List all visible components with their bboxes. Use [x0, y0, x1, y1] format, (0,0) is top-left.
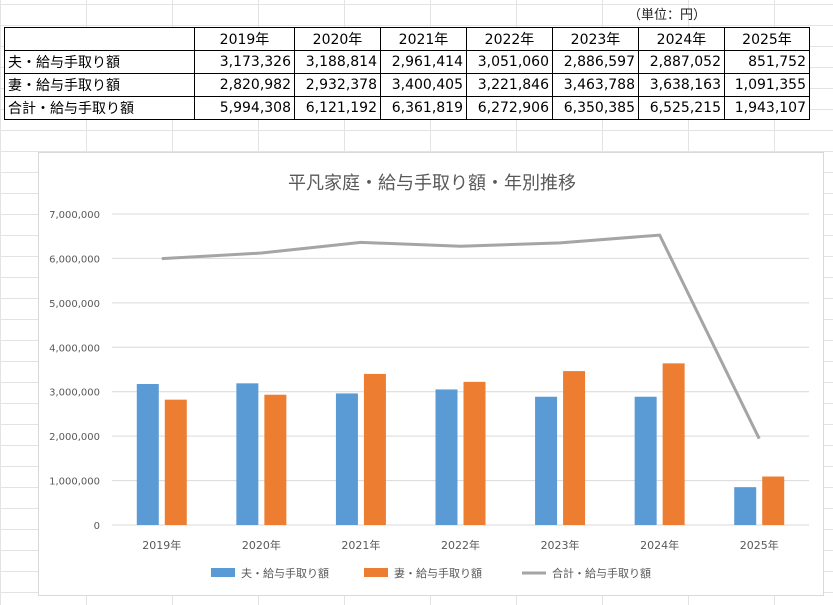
legend-label: 妻・給与手取り額: [394, 566, 482, 580]
chart-title[interactable]: 平凡家庭・給与手取り額・年別推移: [288, 173, 576, 194]
value-cell[interactable]: 2,887,052: [638, 50, 725, 74]
x-tick-label: 2024年: [640, 538, 679, 552]
bar: [236, 383, 259, 525]
series-line: [161, 233, 761, 440]
bar: [164, 399, 187, 525]
value-cell[interactable]: 851,752: [724, 50, 810, 74]
value-cell[interactable]: 3,463,788: [552, 73, 639, 97]
year-header[interactable]: 2019年: [194, 27, 295, 51]
x-tick-label: 2021年: [341, 538, 380, 552]
y-tick-label: 0: [94, 521, 100, 532]
year-header[interactable]: 2023年: [552, 27, 639, 51]
value-cell[interactable]: 2,820,982: [194, 73, 295, 97]
value-cell[interactable]: 3,400,405: [380, 73, 467, 97]
year-header[interactable]: 2020年: [294, 27, 381, 51]
value-cell[interactable]: 3,051,060: [466, 50, 553, 74]
value-cell[interactable]: 2,932,378: [294, 73, 381, 97]
value-cell[interactable]: 6,361,819: [380, 96, 467, 120]
bar: [535, 396, 558, 525]
y-tick-label: 5,000,000: [49, 299, 100, 310]
value-cell[interactable]: 6,350,385: [552, 96, 639, 120]
value-cell[interactable]: 2,886,597: [552, 50, 639, 74]
row-label[interactable]: 合計・給与手取り額: [4, 96, 195, 120]
bar: [264, 394, 287, 525]
value-cell[interactable]: 3,173,326: [194, 50, 295, 74]
table-row: 夫・給与手取り額 3,173,326 3,188,814 2,961,414 3…: [4, 50, 810, 74]
value-cell[interactable]: 6,121,192: [294, 96, 381, 120]
value-cell[interactable]: 1,943,107: [724, 96, 810, 120]
value-cell[interactable]: 6,525,215: [638, 96, 725, 120]
value-cell[interactable]: 3,188,814: [294, 50, 381, 74]
value-cell[interactable]: 2,961,414: [380, 50, 467, 74]
bar: [762, 476, 785, 525]
bar: [634, 396, 657, 525]
corner-cell[interactable]: [4, 27, 195, 51]
table-row: 妻・給与手取り額 2,820,982 2,932,378 3,400,405 3…: [4, 73, 810, 97]
value-cell[interactable]: 1,091,355: [724, 73, 810, 97]
x-tick-label: 2023年: [541, 538, 580, 552]
y-tick-label: 7,000,000: [49, 210, 100, 221]
unit-label: （単位：円）: [628, 8, 707, 23]
chart-area[interactable]: 平凡家庭・給与手取り額・年別推移 0 1,000,000 2,000,000 3,00…: [38, 152, 824, 596]
bar: [563, 371, 586, 525]
value-cell[interactable]: 6,272,906: [466, 96, 553, 120]
x-tick-label: 2022年: [441, 538, 480, 552]
y-tick-label: 1,000,000: [49, 477, 100, 488]
legend-label: 合計・給与手取り額: [552, 566, 651, 580]
row-label[interactable]: 夫・給与手取り額: [4, 50, 195, 74]
x-tick-label: 2025年: [740, 538, 779, 552]
value-cell[interactable]: 3,638,163: [638, 73, 725, 97]
bar: [335, 393, 358, 525]
bar: [363, 373, 386, 525]
chart-svg: 平凡家庭・給与手取り額・年別推移 0 1,000,000 2,000,000 3,00…: [49, 173, 809, 580]
bar: [662, 363, 685, 525]
header-row: 2019年 2020年 2021年 2022年 2023年 2024年 2025…: [4, 27, 810, 51]
y-tick-label: 4,000,000: [49, 343, 100, 354]
legend-label: 夫・給与手取り額: [241, 566, 329, 580]
row-label[interactable]: 妻・給与手取り額: [4, 73, 195, 97]
year-header[interactable]: 2021年: [380, 27, 467, 51]
bar: [136, 384, 159, 525]
year-header[interactable]: 2022年: [466, 27, 553, 51]
bar: [734, 487, 757, 525]
x-tick-label: 2019年: [142, 538, 181, 552]
y-tick-label: 2,000,000: [49, 432, 100, 443]
value-cell[interactable]: 3,221,846: [466, 73, 553, 97]
legend-swatch: [211, 568, 235, 577]
table-row: 合計・給与手取り額 5,994,308 6,121,192 6,361,819 …: [4, 96, 810, 120]
value-cell[interactable]: 5,994,308: [194, 96, 295, 120]
data-table: 2019年 2020年 2021年 2022年 2023年 2024年 2025…: [4, 27, 810, 120]
y-tick-label: 6,000,000: [49, 254, 100, 265]
year-header[interactable]: 2025年: [724, 27, 810, 51]
bar: [463, 381, 486, 525]
year-header[interactable]: 2024年: [638, 27, 725, 51]
x-tick-label: 2020年: [242, 538, 281, 552]
legend-swatch: [364, 568, 388, 577]
y-tick-label: 3,000,000: [49, 388, 100, 399]
bar: [435, 389, 458, 525]
